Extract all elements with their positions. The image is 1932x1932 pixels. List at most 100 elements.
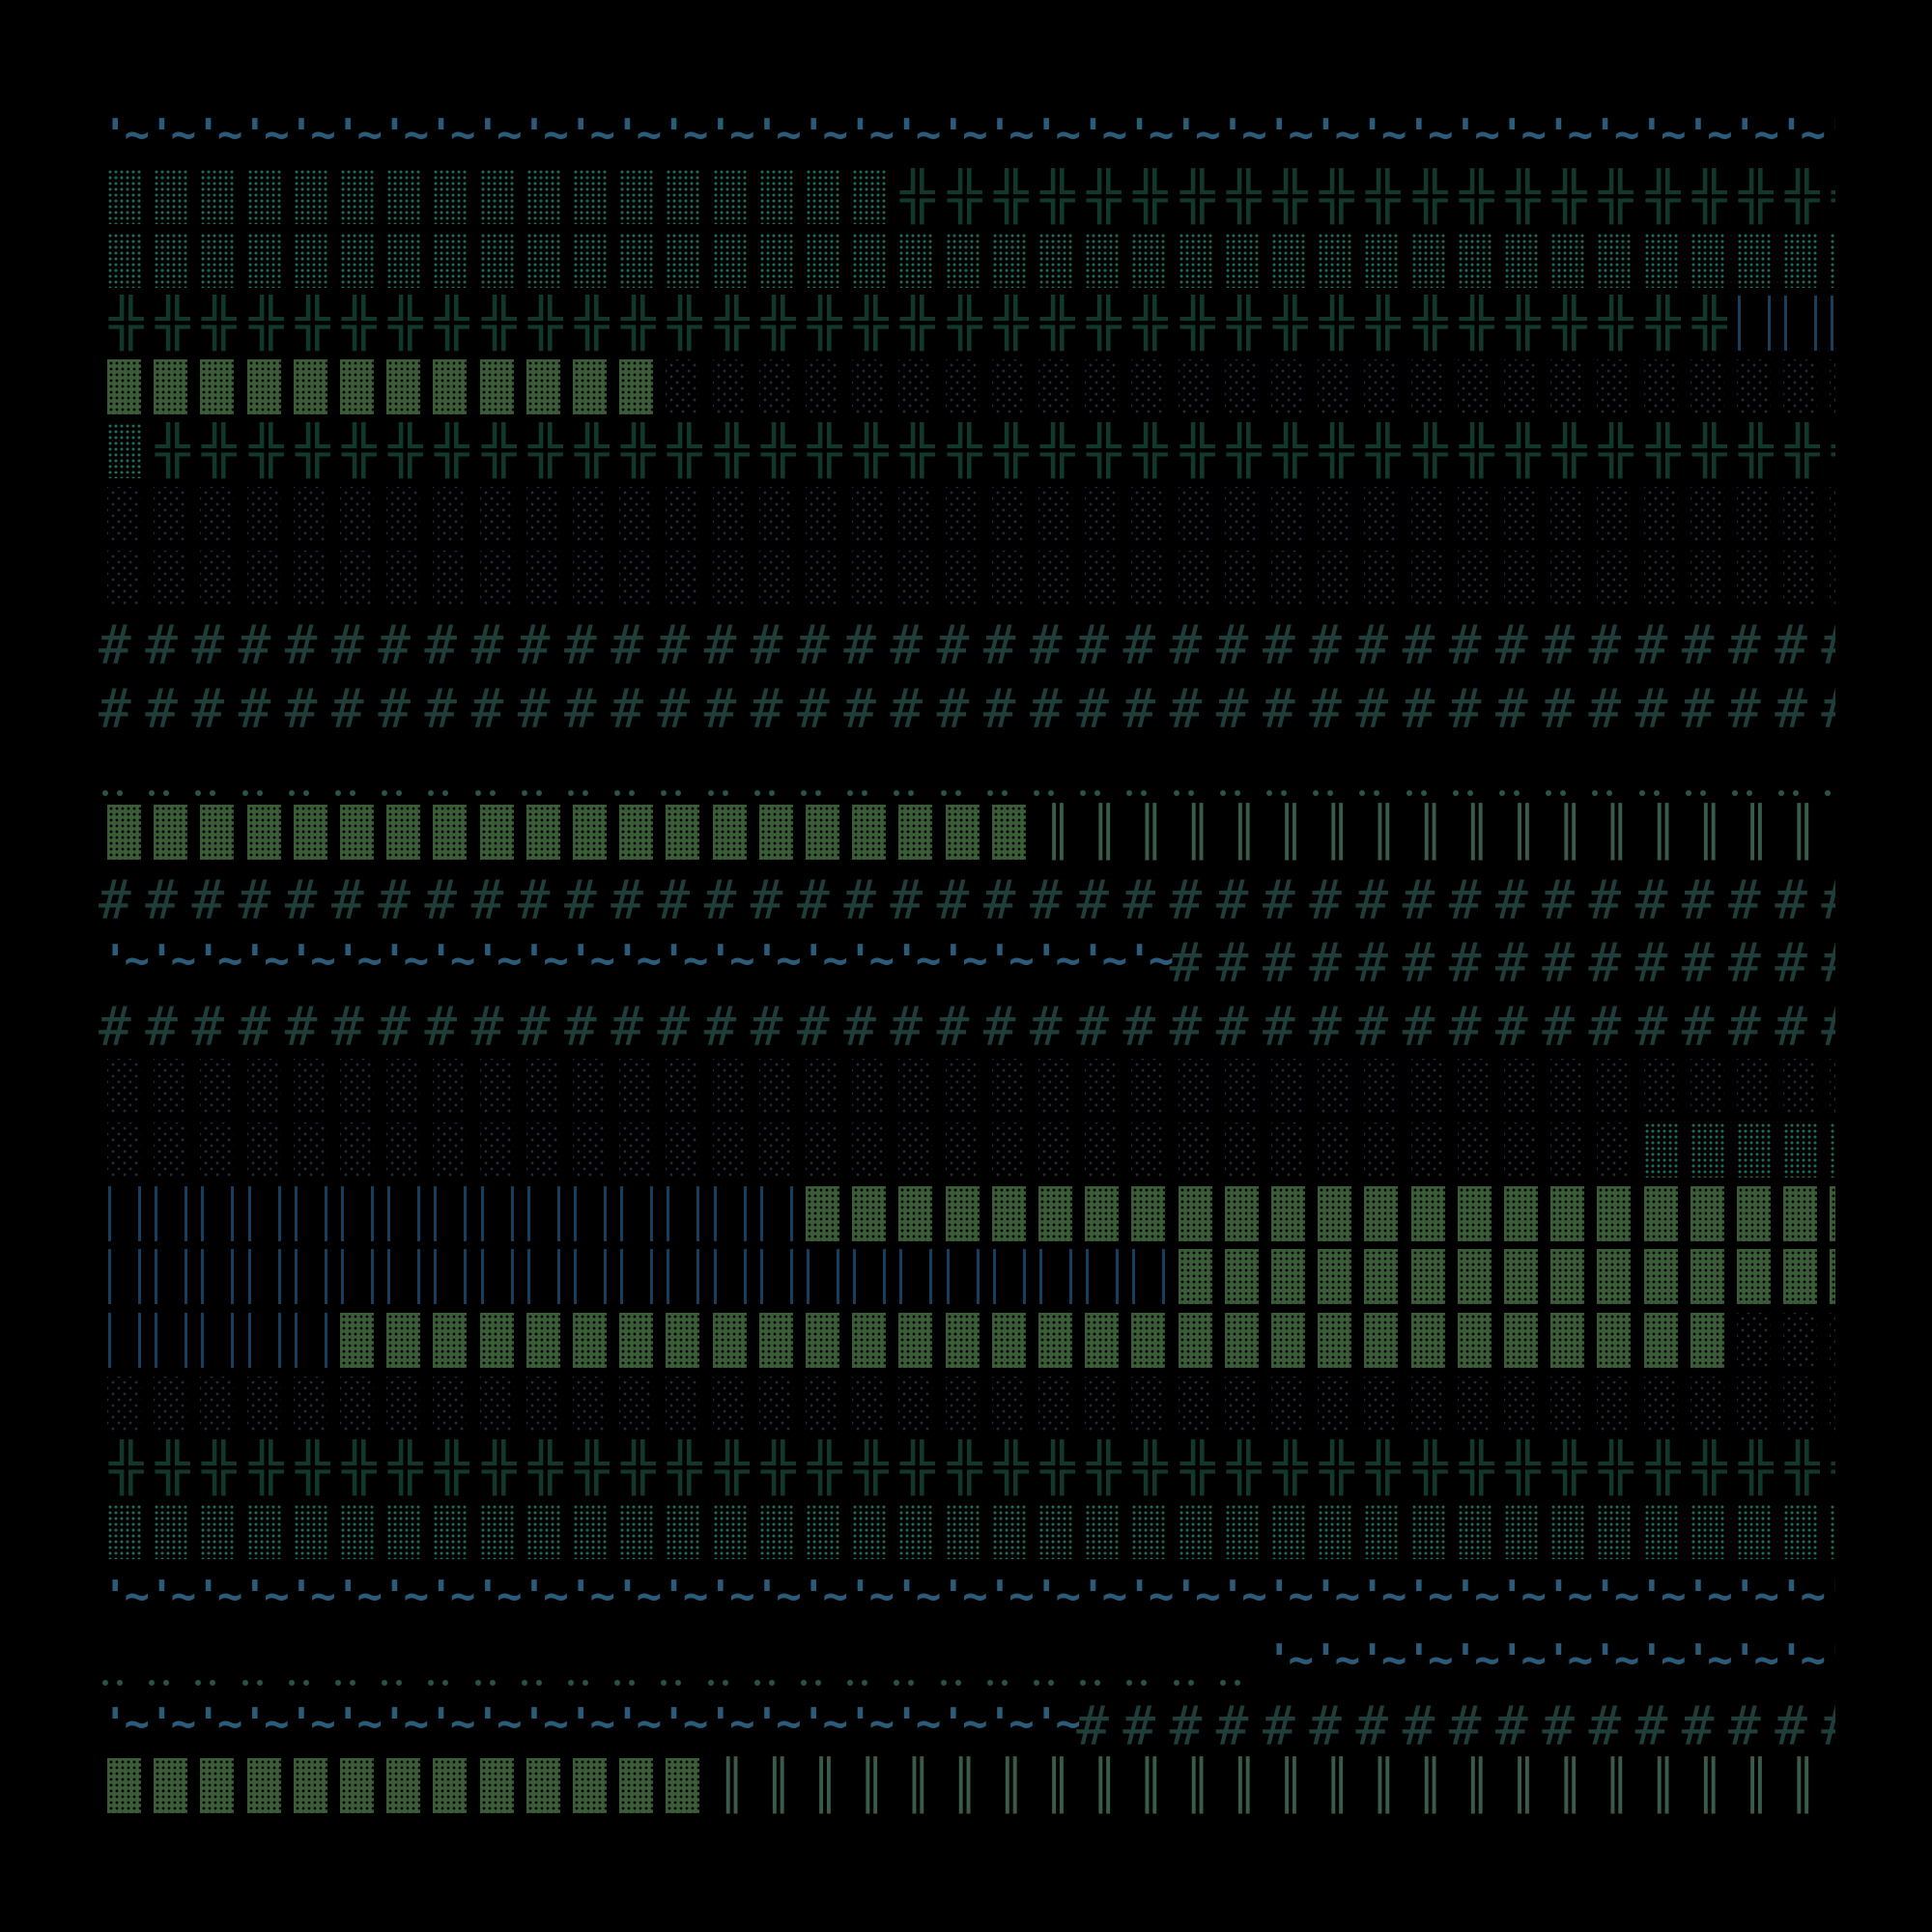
grid-cell: ·· [1546,741,1594,805]
wave-glyph: '~ [661,1572,708,1622]
light-glyph: ░ [1783,1377,1818,1432]
hash-glyph: # [517,996,551,1060]
wave-glyph: '~ [474,1699,523,1748]
grid-cell: ╬ [1780,169,1827,233]
cross-glyph: ╬ [1599,423,1634,478]
grid-cell: ╬ [849,1440,895,1504]
grid-cell: ╬ [1036,296,1082,359]
grid-cell: ░ [1780,1377,1827,1440]
grid-cell: # [1449,868,1501,932]
dots-glyph: ·· [1592,741,1617,801]
dense-glyph: ▓ [1085,1185,1120,1241]
grid-cell: ╬ [1548,1440,1594,1504]
light-glyph: ░ [200,550,235,606]
hash-glyph: # [1169,614,1203,678]
grid-cell: ║ [1827,804,1835,868]
hash-glyph: # [1542,678,1575,742]
cross-glyph: ╬ [1273,296,1308,352]
light-glyph: ░ [293,1122,327,1178]
dense-glyph: ▓ [246,804,281,860]
medium-glyph: ▒ [1830,232,1835,288]
cross-glyph: ╬ [1226,1439,1262,1495]
grid-cell: # [937,613,989,677]
dots-glyph: ·· [474,1631,500,1690]
grid-cell: ░ [1408,359,1455,423]
cross-glyph: ╬ [668,423,702,478]
grid-cell: ▒ [1315,1503,1361,1568]
grid-cell: ░ [384,550,430,614]
light-glyph: ░ [246,1122,281,1178]
dbar-glyph: ║ [1369,1756,1399,1813]
medium-glyph: ▒ [526,168,560,224]
cross-glyph: ╬ [621,296,656,352]
hash-glyph: # [1402,614,1435,678]
grid-cell: ╬ [1036,1440,1082,1504]
grid-cell: ╬ [1734,423,1780,487]
grid-cell: ░ [1128,486,1175,551]
light-glyph: ░ [246,486,281,542]
light-glyph: ░ [758,550,793,606]
wave-glyph: '~ [149,936,196,986]
light-glyph: ░ [340,486,374,542]
grid-cell: || [710,1249,756,1313]
bars-glyph: || [992,1249,1026,1305]
hash-glyph: # [1309,614,1342,678]
grid-cell: ║ [895,1757,942,1822]
wave-glyph: '~ [1778,110,1826,159]
grid-cell: ░ [151,1059,197,1122]
cross-glyph: ╬ [1087,1439,1122,1495]
dots-glyph: ·· [382,1631,407,1690]
grid-cell: '~ [195,105,243,169]
grid-cell: # [843,677,895,741]
light-glyph: ░ [479,550,514,606]
grid-cell: ░ [104,550,151,614]
light-glyph: ░ [1737,359,1771,415]
grid-cell: ·· [195,741,243,805]
grid-cell: ░ [943,359,989,423]
grid-cell: '~ [428,1694,476,1758]
wave-glyph: '~ [1825,1631,1835,1690]
grid-cell: # [1682,995,1734,1059]
medium-glyph: ▒ [433,168,468,224]
wave-glyph: '~ [1359,110,1406,159]
dots-glyph: ·· [149,1631,174,1690]
grid-cell: # [797,677,849,741]
light-glyph: ░ [991,1377,1026,1432]
grid-cell: # [611,613,663,677]
dbar-glyph: ║ [1415,1756,1445,1813]
light-glyph: ░ [1690,550,1724,606]
bars-glyph: || [294,1185,327,1241]
hash-glyph: # [1542,996,1575,1060]
grid-cell: ▒ [710,168,756,233]
grid-cell: ║ [989,1757,1036,1822]
dense-glyph: ▓ [666,804,700,860]
grid-cell: ╬ [710,1440,756,1504]
grid-cell: ╬ [1408,423,1455,487]
hash-glyph: # [99,996,131,1060]
wave-glyph: '~ [894,1699,941,1748]
medium-glyph: ▒ [1364,232,1399,288]
light-glyph: ░ [200,1122,235,1178]
light-glyph: ░ [1597,1122,1632,1178]
grid-cell: ▓ [849,1185,895,1250]
medium-glyph: ▒ [386,168,421,224]
wave-glyph: '~ [847,1699,895,1748]
cross-glyph: ╬ [1133,1439,1168,1495]
hash-glyph: # [890,996,923,1060]
grid-cell: ▒ [895,232,942,297]
dots-glyph: ·· [1359,741,1384,801]
grid-cell: '~ [1313,1567,1361,1631]
grid-cell: ▓ [291,1757,337,1822]
wave-glyph: '~ [474,936,523,986]
grid-cell: ║ [1455,1757,1501,1822]
grid-cell: '~ [102,105,151,169]
grid-cell: '~ [801,105,849,169]
grid-cell: ▒ [291,168,337,233]
grid-cell: ▓ [943,1185,989,1250]
light-glyph: ░ [154,1122,188,1178]
grid-cell: ▓ [1036,1185,1082,1250]
light-glyph: ░ [433,1377,468,1432]
grid-cell: ▒ [197,232,243,297]
light-glyph: ░ [1318,1122,1352,1178]
grid-cell: # [1449,995,1501,1059]
